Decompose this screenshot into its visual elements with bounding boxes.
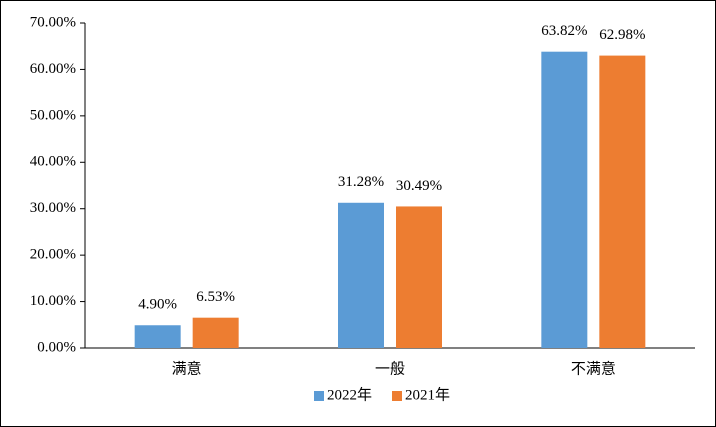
- bar: [338, 202, 384, 348]
- legend-label: 2021年: [405, 386, 450, 403]
- bar: [541, 51, 588, 348]
- bar: [134, 325, 181, 348]
- value-label: 30.49%: [396, 178, 442, 194]
- legend-swatch: [392, 391, 402, 401]
- y-tick-label: 60.00%: [30, 61, 76, 77]
- x-tick-label: 不满意: [571, 359, 616, 377]
- y-tick-label: 10.00%: [30, 293, 76, 309]
- bar: [396, 206, 442, 348]
- x-tick-label: 满意: [172, 359, 202, 377]
- y-tick-label: 20.00%: [30, 247, 76, 263]
- y-tick-label: 70.00%: [30, 14, 76, 30]
- bar: [599, 55, 646, 348]
- legend-swatch: [314, 391, 324, 401]
- bar: [192, 317, 239, 348]
- legend-label: 2022年: [327, 386, 372, 403]
- y-tick-label: 50.00%: [30, 107, 76, 123]
- x-tick-label: 一般: [375, 360, 405, 377]
- y-tick-label: 40.00%: [30, 154, 76, 170]
- value-label: 31.28%: [338, 174, 384, 190]
- y-tick-label: 0.00%: [37, 339, 76, 355]
- value-label: 62.98%: [599, 27, 645, 43]
- value-label: 6.53%: [196, 289, 235, 305]
- y-tick-label: 30.00%: [30, 200, 76, 216]
- value-label: 63.82%: [541, 23, 587, 39]
- value-label: 4.90%: [138, 297, 177, 313]
